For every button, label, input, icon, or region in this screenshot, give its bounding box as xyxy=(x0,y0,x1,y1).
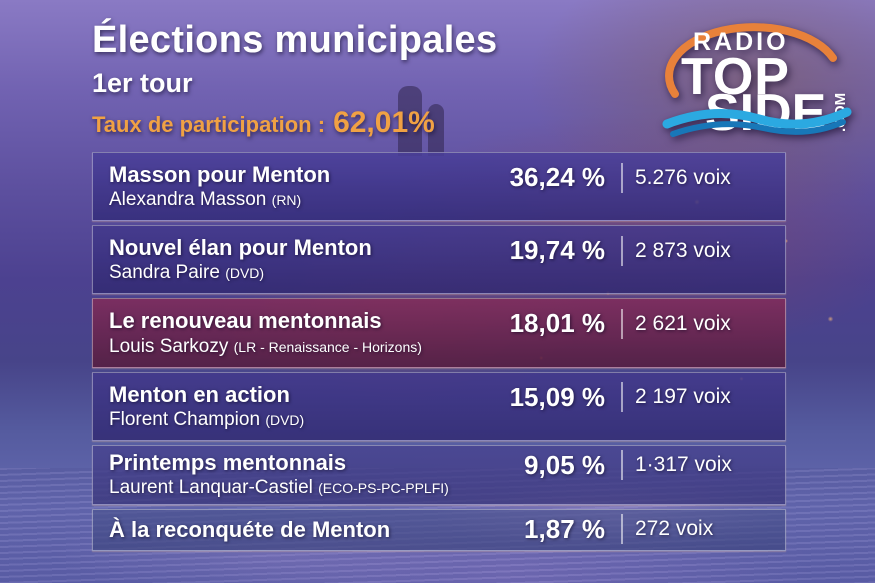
list-name: Menton en action xyxy=(109,381,290,407)
row-right: 36,24 % 5.276 voix xyxy=(457,162,773,193)
list-name: Printemps mentonnais xyxy=(109,449,347,475)
list-name: Masson pour Menton xyxy=(109,162,331,187)
votes-value: 5.276 voix xyxy=(635,165,731,189)
divider xyxy=(621,514,623,545)
divider xyxy=(621,308,623,339)
votes-value: 2 197 voix xyxy=(635,385,731,409)
candidate-name: Alexandra Masson xyxy=(109,189,267,211)
background-tower xyxy=(428,104,444,156)
background-tower xyxy=(398,86,422,156)
header: Élections municipales 1er tour Taux de p… xyxy=(92,19,498,140)
row-left: Menton en action Florent Champion (DVD) xyxy=(109,382,457,431)
logo-top-text: TOP xyxy=(681,48,790,106)
results-list: Masson pour Menton Alexandra Masson (RN)… xyxy=(92,152,786,551)
votes-value: 1·317 voix xyxy=(635,453,732,477)
row-right: 19,74 % 2 873 voix xyxy=(457,235,773,266)
candidate-line: Louis Sarkozy (LR - Renaissance - Horizo… xyxy=(109,335,457,358)
candidate-name: Florent Champion xyxy=(109,408,261,430)
votes-value: 272 voix xyxy=(635,517,714,541)
percent-value: 1,87 % xyxy=(524,513,605,544)
candidate-line: Florent Champion (DVD) xyxy=(109,408,457,431)
party-label: (DVD) xyxy=(225,265,265,282)
row-left: Nouvel élan pour Menton Sandra Paire (DV… xyxy=(109,235,457,284)
row-left: Masson pour Menton Alexandra Masson (RN) xyxy=(109,162,457,211)
result-row-masson: Masson pour Menton Alexandra Masson (RN)… xyxy=(92,152,786,222)
candidate-line: Alexandra Masson (RN) xyxy=(109,189,457,211)
party-label: (ECO-PS-PC-PPLFI) xyxy=(318,480,449,497)
round-subtitle: 1er tour xyxy=(92,67,193,98)
row-left: À la reconquéte de Menton xyxy=(109,517,457,542)
candidate-name: Louis Sarkozy xyxy=(109,335,229,357)
logo-wave-icon xyxy=(662,107,852,129)
list-name: À la reconquéte de Menton xyxy=(109,516,391,542)
logo-radio-text: RADIO xyxy=(693,28,789,56)
row-right: 18,01 % 2 621 voix xyxy=(457,308,773,339)
percent-value: 19,74 % xyxy=(509,235,605,266)
result-row-reconquete: À la reconquéte de Menton 1,87 % 272 voi… xyxy=(92,508,786,551)
result-row-lanquar-castiel: Printemps mentonnais Laurent Lanquar-Cas… xyxy=(92,444,786,505)
row-right: 15,09 % 2 197 voix xyxy=(457,382,773,413)
radio-topside-logo: RADIO TOP SIDE .COM xyxy=(662,23,852,142)
party-label: (LR - Renaissance - Horizons) xyxy=(233,338,422,355)
list-name: Le renouveau mentonnais xyxy=(109,308,382,334)
row-left: Le renouveau mentonnais Louis Sarkozy (L… xyxy=(109,308,457,357)
candidate-name: Sandra Paire xyxy=(109,262,220,284)
percent-value: 36,24 % xyxy=(509,162,605,192)
page-title: Élections municipales xyxy=(92,19,498,61)
divider xyxy=(621,162,623,193)
percent-value: 9,05 % xyxy=(524,449,605,480)
row-right: 1,87 % 272 voix xyxy=(457,514,773,545)
row-right: 9,05 % 1·317 voix xyxy=(457,450,773,481)
row-left: Printemps mentonnais Laurent Lanquar-Cas… xyxy=(109,450,457,499)
result-row-paire: Nouvel élan pour Menton Sandra Paire (DV… xyxy=(92,225,786,295)
percent-value: 15,09 % xyxy=(509,381,605,412)
votes-value: 2 621 voix xyxy=(635,311,731,335)
participation-value: 62,01% xyxy=(333,106,435,140)
votes-value: 2 873 voix xyxy=(635,238,731,262)
party-label: (RN) xyxy=(271,192,302,209)
divider xyxy=(621,382,623,413)
candidate-name: Laurent Lanquar-Castiel xyxy=(109,477,313,499)
participation-label: Taux de participation : xyxy=(92,112,326,138)
result-row-sarkozy: Le renouveau mentonnais Louis Sarkozy (L… xyxy=(92,298,786,368)
participation-line: Taux de participation : 62,01% xyxy=(92,106,497,140)
divider xyxy=(621,450,623,481)
candidate-line: Laurent Lanquar-Castiel (ECO-PS-PC-PPLFI… xyxy=(109,477,457,499)
divider xyxy=(621,235,623,266)
percent-value: 18,01 % xyxy=(509,308,605,339)
candidate-line: Sandra Paire (DVD) xyxy=(109,263,457,284)
party-label: (DVD) xyxy=(265,411,305,428)
logo-arc-icon xyxy=(665,23,837,98)
logo-wave-icon xyxy=(670,119,846,137)
list-name: Nouvel élan pour Menton xyxy=(109,235,372,261)
result-row-champion: Menton en action Florent Champion (DVD) … xyxy=(92,371,786,441)
